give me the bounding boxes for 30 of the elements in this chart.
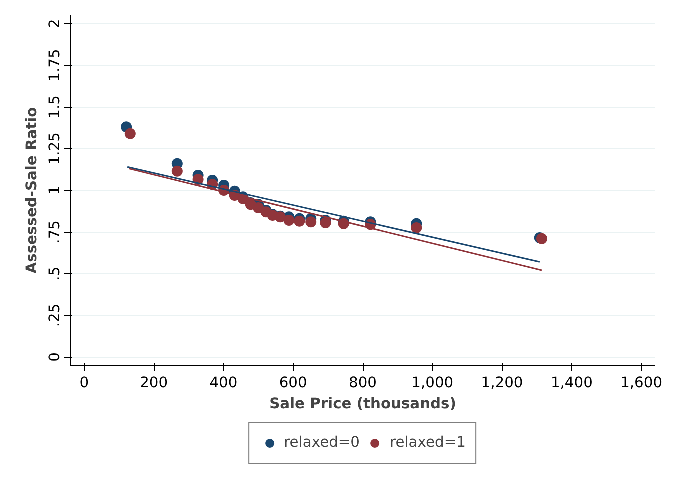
legend-label: relaxed=0 [284, 434, 360, 451]
point [124, 128, 136, 140]
y-tick-label: .5 [46, 266, 64, 281]
point [320, 218, 332, 228]
point [284, 215, 295, 226]
y-axis-title: Assessed-Sale Ratio [24, 107, 40, 274]
point [294, 216, 306, 227]
x-tick-label: 1,000 [412, 374, 454, 392]
x-tick-label: 800 [349, 374, 377, 392]
y-tick-label: .75 [46, 220, 64, 244]
y-tick-label: 0 [46, 352, 64, 362]
point [411, 222, 422, 234]
x-tick-label: 0 [80, 374, 90, 392]
y-tick-label: .25 [46, 304, 64, 328]
y-tick-label: 1.5 [46, 96, 64, 119]
y-tick-label: 1.25 [46, 132, 64, 166]
y-tick-label: 1 [46, 186, 64, 196]
point [306, 216, 317, 228]
y-tick-label: 1.75 [46, 49, 64, 82]
x-tick-label: 200 [140, 374, 168, 392]
x-tick-label: 1,600 [620, 374, 663, 392]
x-tick-label: 600 [279, 374, 308, 392]
x-axis-title: Sale Price (thousands) [270, 396, 456, 412]
y-tick-label: 2 [46, 19, 64, 28]
x-tick-label: 1,400 [550, 374, 593, 392]
legend-label: relaxed=1 [390, 434, 466, 451]
point [253, 202, 264, 214]
point [172, 166, 183, 177]
x-tick-label: 400 [210, 374, 238, 392]
x-tick-label: 1,200 [481, 374, 524, 392]
